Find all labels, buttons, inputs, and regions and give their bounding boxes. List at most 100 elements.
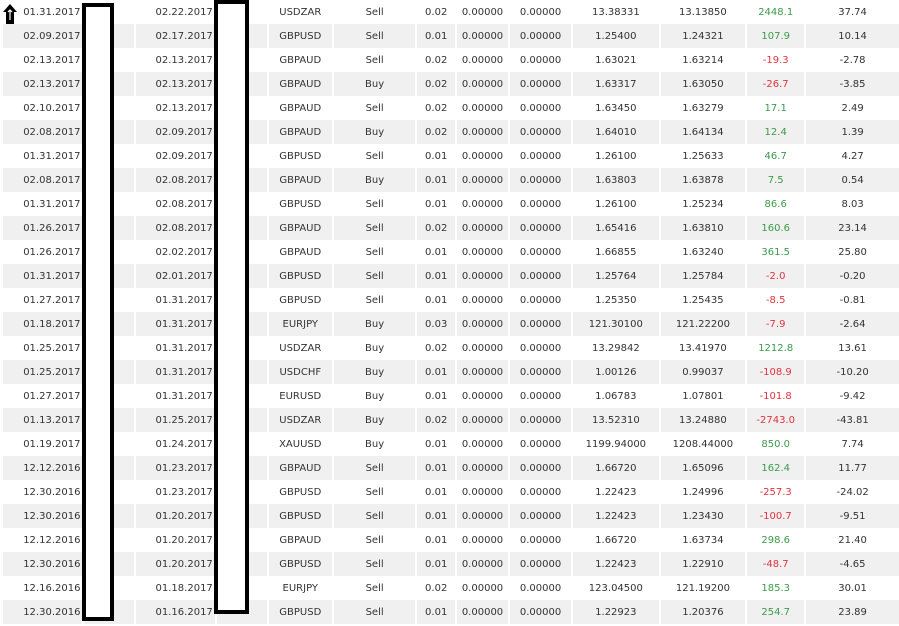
- table-row[interactable]: 12.30.2016 01.23.2017 GBPUSD Sell 0.01 0.0000…: [3, 480, 899, 504]
- up-arrow-icon[interactable]: [3, 4, 17, 24]
- close-price-cell: 1.64134: [660, 120, 746, 144]
- open-time-cell: 12.12.2016: [23, 534, 81, 546]
- open-time-cell: 01.13.2017: [3, 408, 83, 432]
- close-price-cell: 1.24321: [660, 24, 746, 48]
- open-price-cell: 1.63021: [595, 54, 637, 66]
- volume-cell: 0.01: [425, 150, 448, 162]
- open-time-cell: 02.13.2017: [23, 54, 81, 66]
- symbol-cell: GBPAUD: [279, 54, 322, 66]
- stop-loss-cell: 0.00000: [457, 72, 508, 96]
- symbol-cell: USDZAR: [279, 6, 322, 18]
- table-row[interactable]: 12.12.2016 01.20.2017 GBPAUD Sell 0.01 0.0000…: [3, 528, 899, 552]
- table-row[interactable]: 12.30.2016 01.20.2017 GBPUSD Sell 0.01 0.0000…: [3, 552, 899, 576]
- type-cell: Sell: [333, 24, 416, 48]
- table-row[interactable]: 01.31.2017 02.01.2017 GBPUSD Sell 0.01 0.0000…: [3, 264, 899, 288]
- table-row[interactable]: 01.18.2017 01.31.2017 EURJPY Buy 0.03 0.00000…: [3, 312, 899, 336]
- table-row[interactable]: 12.12.2016 01.23.2017 GBPAUD Sell 0.01 0.0000…: [3, 456, 899, 480]
- table-row[interactable]: 01.26.2017 02.08.2017 GBPAUD Sell 0.02 0.0000…: [3, 216, 899, 240]
- stop-loss-cell: 0.00000: [461, 390, 504, 402]
- table-row[interactable]: 12.16.2016 01.18.2017 EURJPY Sell 0.02 0.0000…: [3, 576, 899, 600]
- profit-cell: -9.42: [839, 390, 866, 402]
- table-row[interactable]: 12.30.2016 01.16.2017 GBPUSD Sell 0.01 0.0000…: [3, 600, 899, 624]
- open-price-cell: 1.25350: [595, 294, 637, 306]
- table-row[interactable]: 02.13.2017 02.13.2017 GBPAUD Buy 0.02 0.00000…: [3, 72, 899, 96]
- table-row[interactable]: 01.31.2017 02.09.2017 GBPUSD Sell 0.01 0.0000…: [3, 144, 899, 168]
- volume-cell: 0.02: [425, 582, 448, 594]
- open-price-cell: 13.52310: [573, 408, 659, 432]
- volume-cell: 0.01: [417, 456, 456, 480]
- symbol-cell: EURJPY: [282, 582, 319, 594]
- type-cell: Sell: [365, 102, 384, 114]
- table-row[interactable]: 02.13.2017 02.13.2017 GBPAUD Sell 0.02 0.0000…: [3, 48, 899, 72]
- profit-cell: 10.14: [806, 24, 899, 48]
- table-row[interactable]: 02.10.2017 02.13.2017 GBPAUD Sell 0.02 0.0000…: [3, 96, 899, 120]
- table-row[interactable]: 01.31.2017 02.08.2017 GBPUSD Sell 0.01 0.0000…: [3, 192, 899, 216]
- table-row[interactable]: 01.27.2017 01.31.2017 GBPUSD Sell 0.01 0.0000…: [3, 288, 899, 312]
- open-price-cell: 121.30100: [573, 312, 659, 336]
- close-price-cell: 1.63810: [660, 216, 746, 240]
- close-price-cell: 13.13850: [679, 6, 727, 18]
- close-time-cell: 02.13.2017: [155, 54, 213, 66]
- close-price-cell: 1.07801: [682, 390, 724, 402]
- open-time-cell: 12.30.2016: [3, 600, 83, 624]
- table-row[interactable]: 01.27.2017 01.31.2017 EURUSD Buy 0.01 0.00000…: [3, 384, 899, 408]
- redaction-box-1: [82, 3, 114, 621]
- volume-cell: 0.01: [425, 486, 448, 498]
- volume-cell: 0.02: [425, 6, 448, 18]
- take-profit-cell: 0.00000: [519, 342, 562, 354]
- take-profit-cell: 0.00000: [519, 582, 562, 594]
- open-time-cell: 01.31.2017: [23, 150, 81, 162]
- open-time-cell: 12.16.2016: [23, 582, 81, 594]
- type-cell: Buy: [365, 390, 385, 402]
- profit-cell: 23.14: [806, 216, 899, 240]
- table-row[interactable]: 01.13.2017 01.25.2017 USDZAR Buy 0.02 0.00000…: [3, 408, 899, 432]
- open-price-cell: 123.04500: [588, 582, 643, 594]
- close-price-cell: 1.63214: [682, 54, 724, 66]
- close-time-cell: 02.01.2017: [136, 264, 215, 288]
- open-price-cell: 1.25764: [573, 264, 659, 288]
- table-row[interactable]: 02.08.2017 02.09.2017 GBPAUD Buy 0.02 0.00000…: [3, 120, 899, 144]
- table-row[interactable]: 01.19.2017 01.24.2017 XAUUSD Buy 0.01 0.00000…: [3, 432, 899, 456]
- take-profit-cell: 0.00000: [509, 504, 572, 528]
- open-price-cell: 1.00126: [573, 360, 659, 384]
- take-profit-cell: 0.00000: [519, 534, 562, 546]
- stop-loss-cell: 0.00000: [461, 534, 504, 546]
- close-time-cell: 02.02.2017: [155, 246, 213, 258]
- table-row[interactable]: 01.25.2017 01.31.2017 USDCHF Buy 0.01 0.00000…: [3, 360, 899, 384]
- close-price-cell: 1.23430: [660, 504, 746, 528]
- table-row[interactable]: 01.25.2017 01.31.2017 USDZAR Buy 0.02 0.00000…: [3, 336, 899, 360]
- stop-loss-cell: 0.00000: [457, 24, 508, 48]
- symbol-cell: GBPAUD: [268, 168, 332, 192]
- close-time-cell: 01.31.2017: [155, 390, 213, 402]
- take-profit-cell: 0.00000: [519, 102, 562, 114]
- type-cell: Buy: [333, 72, 416, 96]
- take-profit-cell: 0.00000: [509, 264, 572, 288]
- type-cell: Buy: [333, 360, 416, 384]
- open-time-cell: 02.10.2017: [23, 102, 81, 114]
- open-price-cell: 1.63450: [595, 102, 637, 114]
- close-time-cell: 02.08.2017: [155, 198, 213, 210]
- table-row[interactable]: 02.09.2017 02.17.2017 GBPUSD Sell 0.01 0.0000…: [3, 24, 899, 48]
- stop-loss-cell: 0.00000: [461, 582, 504, 594]
- table-row[interactable]: 12.30.2016 01.20.2017 GBPUSD Sell 0.01 0.0000…: [3, 504, 899, 528]
- table-row[interactable]: 02.08.2017 02.08.2017 GBPAUD Buy 0.01 0.00000…: [3, 168, 899, 192]
- table-row[interactable]: 01.26.2017 02.02.2017 GBPAUD Sell 0.01 0.0000…: [3, 240, 899, 264]
- close-time-cell: 02.13.2017: [155, 102, 213, 114]
- close-time-cell: 02.09.2017: [155, 150, 213, 162]
- open-price-cell: 1.22423: [595, 486, 637, 498]
- symbol-cell: GBPUSD: [268, 504, 332, 528]
- take-profit-cell: 0.00000: [509, 456, 572, 480]
- close-price-cell: 1.63240: [682, 246, 724, 258]
- open-time-cell: 02.08.2017: [3, 120, 83, 144]
- symbol-cell: USDZAR: [279, 342, 322, 354]
- profit-cell: 11.77: [806, 456, 899, 480]
- pips-cell: -100.7: [747, 504, 805, 528]
- table-row[interactable]: 01.31.2017 02.22.2017 USDZAR Sell 0.02 0.0000…: [3, 0, 899, 24]
- stop-loss-cell: 0.00000: [461, 150, 504, 162]
- symbol-cell: GBPUSD: [279, 486, 322, 498]
- profit-cell: -3.85: [806, 72, 899, 96]
- open-price-cell: 1.64010: [573, 120, 659, 144]
- symbol-cell: USDCHF: [268, 360, 332, 384]
- pips-cell: 2448.1: [758, 6, 794, 18]
- stop-loss-cell: 0.00000: [457, 216, 508, 240]
